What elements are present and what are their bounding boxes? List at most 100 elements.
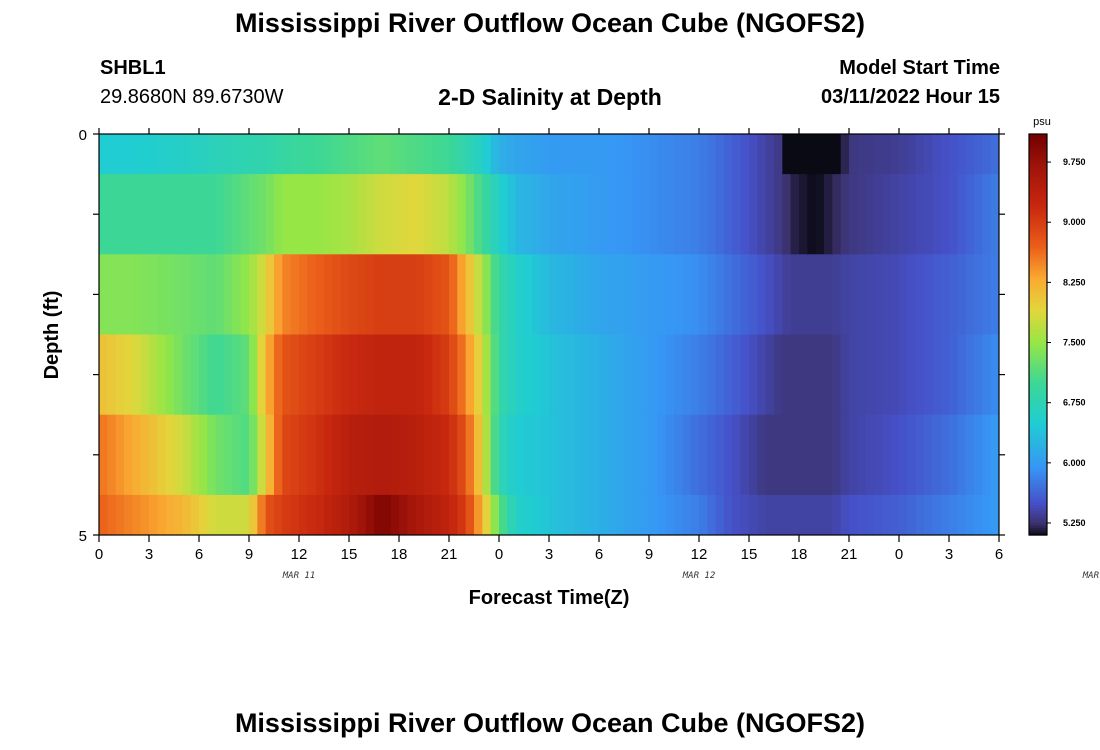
heat-cell <box>657 494 667 535</box>
colorbar-cell <box>1029 136 1047 140</box>
heat-cell <box>257 334 267 416</box>
heat-cell <box>440 174 450 255</box>
heat-cell <box>549 174 558 255</box>
heat-cell <box>107 174 117 255</box>
heat-cell <box>882 334 892 416</box>
heat-cell <box>657 414 667 496</box>
heat-cell <box>565 254 575 336</box>
heat-cell <box>807 414 817 496</box>
heat-cell <box>499 174 508 255</box>
heat-cell <box>807 134 817 175</box>
heat-cell <box>199 494 208 535</box>
colorbar-cell <box>1029 384 1047 388</box>
heat-cell <box>890 334 900 416</box>
heat-cell <box>207 494 217 535</box>
heat-cell <box>282 334 292 416</box>
heat-cell <box>757 334 767 416</box>
heat-cell <box>307 414 317 496</box>
heat-cell <box>932 174 942 255</box>
heat-cell <box>465 174 475 255</box>
heat-cell <box>357 414 367 496</box>
heat-cell <box>157 174 167 255</box>
heat-cell <box>315 254 325 336</box>
heat-cell <box>815 174 825 255</box>
heat-cell <box>282 254 292 336</box>
heat-cell <box>899 414 908 496</box>
heat-cell <box>115 174 125 255</box>
heat-cell <box>957 334 967 416</box>
heat-cell <box>882 414 892 496</box>
heat-cell <box>274 334 283 416</box>
heat-cell <box>382 134 392 175</box>
heat-cell <box>315 414 325 496</box>
colorbar-cell <box>1029 529 1047 534</box>
colorbar-cell <box>1029 522 1047 526</box>
heat-cell <box>865 254 875 336</box>
heat-cell <box>182 494 192 535</box>
colorbar-cell <box>1029 299 1047 303</box>
heat-cell <box>149 414 158 496</box>
heat-cell <box>974 174 983 255</box>
heat-cell <box>490 494 500 535</box>
colorbar-cell <box>1029 236 1047 240</box>
heat-cell <box>890 174 900 255</box>
heat-cell <box>965 334 975 416</box>
heat-cell <box>124 174 133 255</box>
heat-cell <box>874 334 883 416</box>
heat-cell <box>549 494 558 535</box>
heat-cell <box>207 334 217 416</box>
colorbar-cell <box>1029 422 1047 426</box>
colorbar-cell <box>1029 454 1047 458</box>
heat-cell <box>515 494 525 535</box>
heat-cell <box>774 174 783 255</box>
heat-cell <box>874 414 883 496</box>
heat-cell <box>557 254 567 336</box>
heat-cell <box>899 134 908 175</box>
heat-cell <box>115 334 125 416</box>
heat-cell <box>474 334 483 416</box>
colorbar-cell <box>1029 269 1047 273</box>
heat-cell <box>349 334 358 416</box>
heat-cell <box>99 254 108 336</box>
colorbar-cell <box>1029 442 1047 446</box>
heat-cell <box>549 334 558 416</box>
colorbar-cell <box>1029 447 1047 451</box>
y-axis-title: Depth (ft) <box>41 291 63 380</box>
heat-cell <box>607 414 617 496</box>
heat-cell <box>215 254 225 336</box>
colorbar-cell <box>1029 482 1047 486</box>
heat-cell <box>740 334 750 416</box>
heat-cell <box>532 174 542 255</box>
heat-cell <box>540 174 550 255</box>
heat-cell <box>290 334 300 416</box>
colorbar-cell <box>1029 467 1047 471</box>
colorbar-cell <box>1029 527 1047 531</box>
heat-cell <box>207 134 217 175</box>
heat-cell <box>665 174 675 255</box>
heat-cell <box>399 494 408 535</box>
heat-cell <box>390 254 400 336</box>
colorbar: psu 5.250 6.000 6.750 7.500 8.250 9.000 9.750 <box>1028 116 1086 536</box>
heat-cell <box>224 334 233 416</box>
colorbar-cell <box>1029 284 1047 288</box>
heat-cell <box>649 134 658 175</box>
heat-cell <box>265 494 275 535</box>
colorbar-cell <box>1029 402 1047 406</box>
colorbar-cell <box>1029 524 1047 529</box>
heat-cell <box>849 254 858 336</box>
heat-cell <box>949 174 958 255</box>
heat-cell <box>132 494 142 535</box>
heat-cell <box>390 414 400 496</box>
heat-cell <box>974 494 983 535</box>
heat-cell <box>815 254 825 336</box>
heat-cell <box>257 494 267 535</box>
heat-cell <box>190 134 200 175</box>
heat-cell <box>274 254 283 336</box>
heat-cell <box>507 334 517 416</box>
heat-cell <box>899 334 908 416</box>
colorbar-cell <box>1029 497 1047 501</box>
heat-cell <box>99 494 108 535</box>
heat-cell <box>499 254 508 336</box>
heat-cell <box>190 334 200 416</box>
heat-cell <box>582 334 592 416</box>
